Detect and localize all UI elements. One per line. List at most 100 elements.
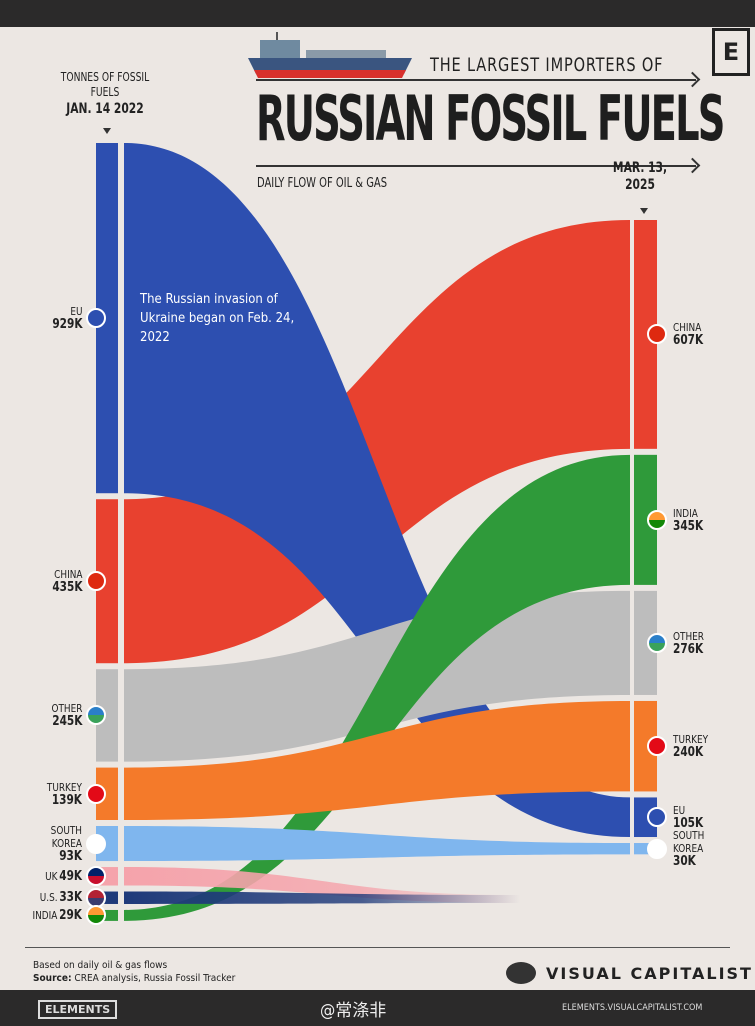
cn-flag-icon — [647, 324, 667, 345]
value-label: 240K — [673, 745, 704, 761]
value-label: 93K — [59, 849, 82, 865]
left-label-u-s-: U.S. 33K — [40, 891, 82, 904]
country-name: UK — [45, 869, 58, 883]
flow-china — [124, 220, 630, 664]
in-flag-icon — [647, 509, 667, 530]
bottom-bar — [0, 990, 755, 1026]
subtitle: THE LARGEST IMPORTERS OF — [430, 54, 664, 76]
left-label-india: INDIA 29K — [33, 909, 82, 922]
left-bar-china — [96, 499, 118, 664]
country-name: CHINA — [53, 568, 82, 582]
globe-flag-icon — [86, 705, 106, 726]
tr-flag-icon — [86, 783, 106, 804]
invasion-annotation: The Russian invasion of Ukraine began on… — [140, 292, 295, 345]
country-name: TURKEY — [673, 733, 709, 747]
tagline: DAILY FLOW OF OIL & GAS — [257, 176, 388, 191]
right-label-china: CHINA 607K — [673, 321, 703, 347]
right-label-eu: EU 105K — [673, 804, 703, 830]
left-label-other: OTHER 245K — [51, 702, 82, 728]
country-name: EU — [673, 804, 686, 818]
footer-divider — [25, 947, 730, 948]
left-bar-turkey — [96, 767, 118, 820]
country-name: U.S. — [39, 891, 58, 905]
uk-flag-icon — [86, 866, 106, 887]
elements-badge: E — [712, 28, 750, 76]
in-flag-icon — [86, 905, 106, 926]
value-label: 929K — [51, 317, 82, 333]
country-name: INDIA — [32, 908, 58, 922]
left-label-turkey: TURKEY 139K — [47, 781, 82, 807]
eu-flag-icon — [86, 308, 106, 329]
left-label-eu: EU 929K — [52, 305, 82, 331]
value-label: 276K — [673, 641, 704, 657]
right-bar-china — [634, 220, 657, 449]
left-label-china: CHINA 435K — [52, 568, 82, 594]
flow-u-s- — [124, 891, 520, 904]
flow-other — [124, 590, 630, 762]
right-bar-turkey — [634, 700, 657, 792]
top-bar — [0, 0, 755, 27]
chart-title: RUSSIAN FOSSIL FUELS — [256, 82, 725, 155]
value-label: 49K — [59, 868, 82, 884]
right-date: MAR. 13, 2025 — [612, 160, 668, 193]
watermark: @常涤非 — [320, 1001, 387, 1021]
value-label: 30K — [673, 854, 696, 870]
down-arrow-icon — [640, 208, 648, 214]
left-label-south-korea: SOUTH KOREA 93K — [46, 824, 82, 863]
source-label: Source: — [33, 973, 72, 984]
flow-india — [124, 454, 630, 921]
country-name: OTHER — [673, 629, 704, 643]
kr-flag-icon — [647, 838, 667, 859]
footer-notes: Based on daily oil & gas flows Source: C… — [33, 959, 235, 985]
value-label: 33K — [59, 890, 82, 906]
globe-flag-icon — [647, 632, 667, 653]
site-url: ELEMENTS.VISUALCAPITALIST.COM — [562, 1003, 703, 1013]
value-label: 245K — [51, 714, 82, 730]
right-label-turkey: TURKEY 240K — [673, 733, 708, 759]
right-label-south-korea: SOUTH KOREA 30K — [673, 829, 709, 868]
flow-south-korea — [124, 825, 630, 862]
value-label: 435K — [51, 580, 82, 596]
country-name: TURKEY — [46, 780, 82, 794]
value-label: 345K — [673, 518, 704, 534]
down-arrow-icon — [103, 128, 111, 134]
value-label: 139K — [51, 792, 82, 808]
value-label: 29K — [59, 907, 82, 923]
divider-arrow — [256, 79, 696, 81]
cn-flag-icon — [86, 571, 106, 592]
elements-logo: ELEMENTS — [38, 1000, 118, 1019]
tr-flag-icon — [647, 736, 667, 757]
left-bar-eu — [96, 143, 118, 494]
right-bar-india — [634, 454, 657, 585]
flow-turkey — [124, 700, 630, 820]
country-name: INDIA — [673, 506, 698, 520]
flow-eu — [124, 143, 630, 838]
country-name: SOUTH KOREA — [673, 829, 705, 856]
tanker-ship-icon — [248, 32, 412, 78]
country-name: CHINA — [673, 321, 702, 335]
value-label: 607K — [673, 333, 704, 349]
unit-label: TONNES OF FOSSIL FUELS — [60, 70, 150, 99]
left-bar-india — [96, 909, 118, 921]
country-name: EU — [69, 305, 82, 319]
country-name: SOUTH KOREA — [50, 824, 82, 851]
vc-logo-icon — [506, 962, 536, 984]
right-label-other: OTHER 276K — [673, 630, 704, 656]
divider-arrow — [256, 165, 696, 167]
visual-capitalist-logo: VISUAL CAPITALIST — [506, 962, 753, 984]
right-label-india: INDIA 345K — [673, 507, 703, 533]
left-date: JAN. 14 2022 — [66, 101, 144, 117]
right-bar-south-korea — [634, 843, 657, 855]
left-label-uk: UK 49K — [45, 870, 82, 883]
right-bar-other — [634, 590, 657, 695]
flow-uk — [124, 867, 520, 903]
country-name: OTHER — [51, 702, 82, 716]
eu-flag-icon — [647, 807, 667, 828]
source-text: CREA analysis, Russia Fossil Tracker — [74, 973, 236, 984]
footer-note: Based on daily oil & gas flows — [33, 960, 168, 971]
brand-name: VISUAL CAPITALIST — [546, 963, 753, 983]
left-axis-header: TONNES OF FOSSIL FUELS JAN. 14 2022 — [58, 70, 152, 117]
kr-flag-icon — [86, 833, 106, 854]
left-bar-other — [96, 669, 118, 762]
